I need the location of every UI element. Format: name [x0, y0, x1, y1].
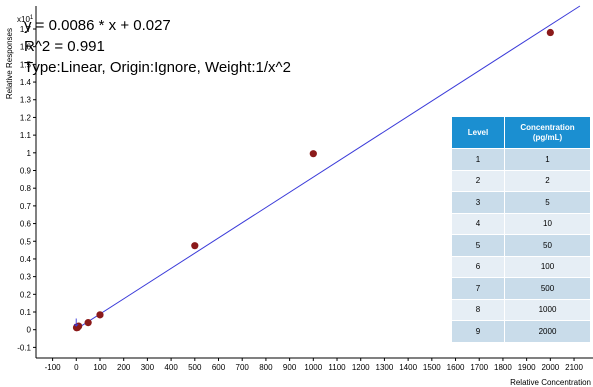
- y-tick-label: 0.7: [20, 202, 32, 211]
- data-point: [84, 319, 92, 327]
- axes: -0.1 0 0.1 0.2 0.3 0.4 0.5 0.6 0.7 0.8 0.9 1 1.1 1.2 1…: [17, 6, 593, 372]
- x-tick-label: 100: [93, 363, 107, 372]
- y-tick-label: 1: [27, 149, 32, 158]
- x-tick-label: 400: [164, 363, 178, 372]
- y-tick-label: 0.6: [20, 220, 32, 229]
- r-squared: R^2 = 0.991: [24, 38, 105, 55]
- data-point: [546, 28, 554, 37]
- table-row: 4 10: [451, 212, 591, 235]
- y-tick-label: 1.1: [20, 131, 32, 140]
- concentration-cell: 500: [504, 277, 591, 300]
- y-tick-label: 0.2: [20, 290, 32, 299]
- x-tick-label: 700: [236, 363, 250, 372]
- y-tick-label: 0: [27, 326, 32, 335]
- table-row: 5 50: [451, 234, 591, 257]
- level-cell: 1: [451, 148, 505, 171]
- x-tick-label: 1400: [399, 363, 417, 372]
- level-cell: 5: [451, 234, 505, 257]
- y-tick-label: 1.7: [20, 25, 32, 34]
- levels-table: Level Concentration (pg/mL) 1 1 2 2 3 5 4 10 5 50 6…: [451, 116, 591, 343]
- data-points: ↓: [72, 28, 554, 332]
- y-tick-label: 0.5: [20, 237, 32, 246]
- table-row: 8 1000: [451, 298, 591, 321]
- y-tick-label: 1.5: [20, 60, 32, 69]
- y-tick-label: 0.4: [20, 255, 32, 264]
- y-tick-label: 1.2: [20, 113, 32, 122]
- x-tick-label: 1900: [518, 363, 536, 372]
- y-axis-label: Relative Responses: [5, 28, 14, 99]
- level-cell: 3: [451, 191, 505, 214]
- annotations: y = 0.0086 * x + 0.027 R^2 = 0.991 Type:…: [24, 17, 291, 76]
- fit-line-layer: [76, 5, 581, 330]
- level-cell: 2: [451, 169, 505, 192]
- x-tick-label: 2000: [541, 363, 559, 372]
- concentration-cell: 5: [504, 191, 591, 214]
- x-tick-label: 1200: [352, 363, 370, 372]
- concentration-cell: 1: [504, 148, 591, 171]
- level-cell: 6: [451, 255, 505, 278]
- level-cell: 4: [451, 212, 505, 235]
- x-tick-label: 2100: [565, 363, 583, 372]
- calibration-levels-table: Level Concentration (pg/mL) 1 1 2 2 3 5 4 10 5 50 6…: [451, 116, 591, 343]
- x-tick-label: 1800: [494, 363, 512, 372]
- data-point: [96, 311, 104, 319]
- y-tick-label: 0.8: [20, 184, 32, 193]
- column-header-level: Level: [451, 116, 505, 149]
- concentration-header-text: Concentration: [520, 122, 575, 132]
- y-tick-label: 1.3: [20, 96, 32, 105]
- concentration-cell: 100: [504, 255, 591, 278]
- y-tick-label: 1.4: [20, 78, 32, 87]
- table-body: 1 1 2 2 3 5 4 10 5 50 6 100 7 500 8 1000 9 2000: [451, 148, 591, 343]
- y-tick-label: -0.1: [17, 343, 31, 352]
- concentration-unit-text: (pg/mL): [532, 132, 563, 142]
- y-tick-label: 0.3: [20, 273, 32, 282]
- x-tick-label: 800: [259, 363, 273, 372]
- x-tick-label: 500: [188, 363, 202, 372]
- x-tick-label: 600: [212, 363, 226, 372]
- y-tick-label: 0.9: [20, 167, 32, 176]
- x-tick-label: 300: [141, 363, 155, 372]
- fit-line: [76, 5, 581, 330]
- level-cell: 8: [451, 298, 505, 321]
- x-tick-label: 1500: [423, 363, 441, 372]
- concentration-cell: 2000: [504, 320, 591, 343]
- table-row: 9 2000: [451, 320, 591, 343]
- table-row: 6 100: [451, 255, 591, 278]
- x-tick-label: 200: [117, 363, 131, 372]
- x-tick-label: 1300: [376, 363, 394, 372]
- data-point: [191, 242, 199, 250]
- table-row: 7 500: [451, 277, 591, 300]
- level-cell: 7: [451, 277, 505, 300]
- y-tick-label: 0.1: [20, 308, 32, 317]
- concentration-cell: 1000: [504, 298, 591, 321]
- y-axis-multiplier: x101: [17, 15, 34, 24]
- x-axis-label: Relative Concentration: [510, 378, 591, 387]
- x-tick-label: 0: [74, 363, 79, 372]
- fit-equation: y = 0.0086 * x + 0.027: [24, 17, 171, 34]
- column-header-concentration: Concentration (pg/mL): [504, 116, 591, 149]
- origin-marker-arrow: ↓: [72, 316, 81, 329]
- x-tick-label: 1600: [447, 363, 465, 372]
- x-tick-label: 1100: [328, 363, 346, 372]
- x-tick-label: 900: [283, 363, 297, 372]
- concentration-cell: 50: [504, 234, 591, 257]
- x-tick-label: 1700: [470, 363, 488, 372]
- concentration-cell: 10: [504, 212, 591, 235]
- data-point: [309, 150, 317, 158]
- fit-type: Type:Linear, Origin:Ignore, Weight:1/x^2: [24, 59, 291, 76]
- table-header-row: Level Concentration (pg/mL): [451, 116, 591, 149]
- concentration-cell: 2: [504, 169, 591, 192]
- level-cell: 9: [451, 320, 505, 343]
- y-tick-label: 1.6: [20, 43, 32, 52]
- data-point: [75, 322, 83, 330]
- x-tick-label: -100: [45, 363, 62, 372]
- x-tick-label: 1000: [304, 363, 322, 372]
